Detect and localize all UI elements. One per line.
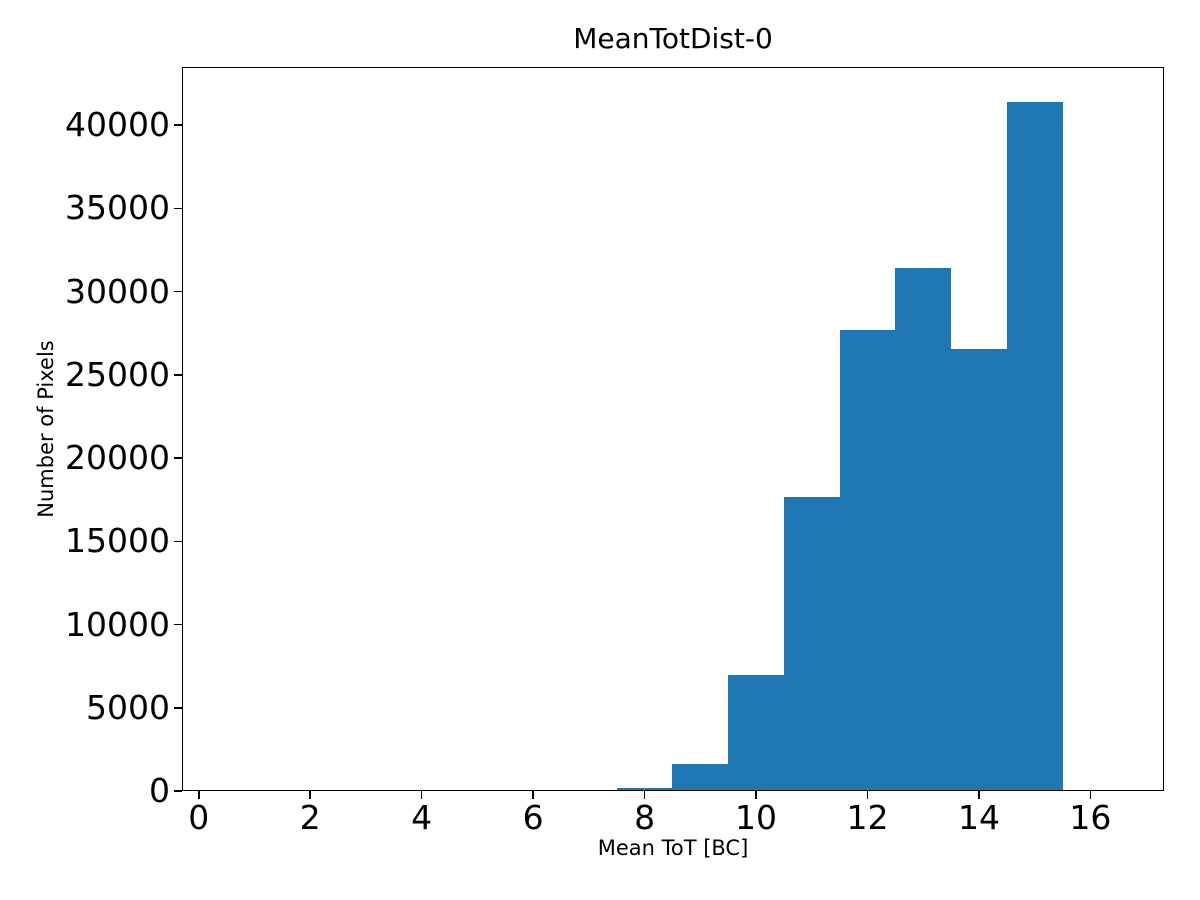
x-tick-label: 4 [411,798,433,837]
x-tick-mark [978,791,980,799]
y-tick-label: 25000 [65,354,170,394]
y-tick-label: 35000 [65,188,170,228]
y-tick-label: 15000 [65,521,170,561]
x-tick-mark [532,791,534,799]
histogram-bar [783,497,840,791]
x-tick-label: 16 [1069,798,1112,837]
x-tick-label: 10 [735,798,778,837]
x-tick-label: 12 [846,798,889,837]
x-tick-label: 8 [634,798,656,837]
y-tick-mark [174,124,182,127]
histogram-bar [895,267,952,791]
x-axis-label: Mean ToT [BC] [597,836,749,860]
y-tick-mark [174,623,182,626]
histogram-bar [839,329,896,791]
y-axis-label: Number of Pixels [34,340,58,518]
y-tick-label: 5000 [86,687,170,727]
y-tick-mark [174,706,182,709]
x-tick-mark [1089,791,1092,799]
x-tick-label: 0 [188,798,210,837]
x-tick-mark [643,791,646,799]
y-tick-label: 40000 [65,105,170,145]
y-tick-mark [174,207,182,210]
y-tick-label: 30000 [65,271,170,311]
x-tick-mark [420,791,423,799]
x-tick-label: 6 [522,798,544,837]
x-tick-mark [309,791,311,799]
histogram-bar [951,349,1007,791]
histogram-bar [616,787,673,791]
y-tick-mark [174,374,182,376]
x-tick-mark [197,791,200,799]
histogram-bar [672,764,729,791]
chart-title: MeanTotDist-0 [573,22,773,55]
histogram-bar [728,675,784,791]
y-tick-mark [174,457,182,459]
y-tick-mark [174,540,182,543]
y-tick-mark [174,790,182,792]
plot-area [182,67,1164,791]
y-tick-label: 20000 [65,438,170,478]
x-tick-mark [866,791,869,799]
y-tick-mark [174,290,182,293]
x-tick-label: 2 [299,798,321,837]
y-tick-label: 10000 [65,604,170,644]
y-tick-label: 0 [149,771,170,810]
x-tick-label: 14 [957,798,1000,837]
histogram-bar [1006,101,1063,791]
x-tick-mark [755,791,757,799]
